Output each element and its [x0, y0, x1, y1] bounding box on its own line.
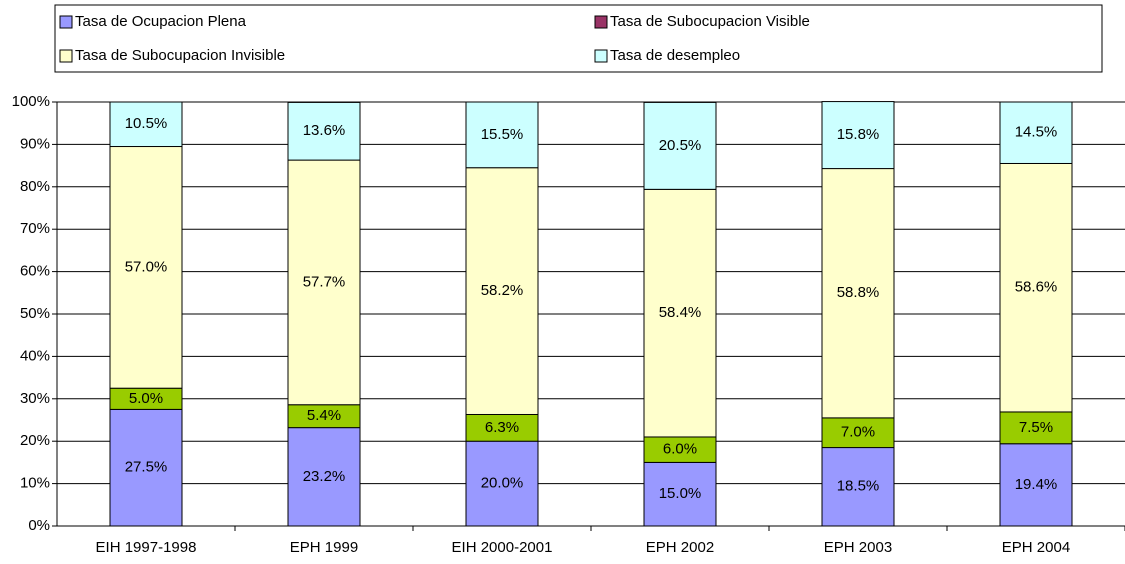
bar-segment [999, 411, 1073, 445]
data-label: 57.7% [303, 273, 346, 290]
bar-segment [109, 146, 183, 389]
y-tick-label: 100% [12, 93, 50, 110]
data-label: 18.5% [837, 478, 880, 495]
y-tick-label: 40% [20, 347, 50, 364]
x-tick-label: EPH 1999 [290, 539, 358, 556]
bar-segment [109, 101, 183, 148]
y-tick-label: 30% [20, 390, 50, 407]
y-tick-label: 70% [20, 220, 50, 237]
legend-swatch [59, 15, 73, 29]
x-tick-label: EPH 2004 [1002, 539, 1070, 556]
bar-segment [821, 447, 895, 527]
bar-segment [643, 188, 717, 438]
data-label: 15.0% [659, 485, 702, 502]
bar-segment [465, 167, 539, 415]
data-label: 27.5% [125, 459, 168, 476]
data-label: 6.0% [663, 441, 697, 458]
bar-segment [999, 101, 1073, 164]
x-tick-label: EIH 2000-2001 [452, 539, 553, 556]
bar-segment [465, 413, 539, 442]
bar-segment [287, 101, 361, 161]
y-tick-label: 90% [20, 135, 50, 152]
legend-swatch [594, 15, 608, 29]
bar-segment [109, 408, 183, 527]
bar-segment [643, 461, 717, 527]
data-label: 6.3% [485, 419, 519, 436]
legend-label: Tasa de Subocupacion Visible [610, 13, 810, 30]
data-label: 10.5% [125, 115, 168, 132]
y-tick-label: 10% [20, 475, 50, 492]
y-tick-label: 80% [20, 178, 50, 195]
y-tick-label: 50% [20, 305, 50, 322]
bar-segment [821, 101, 895, 170]
data-label: 15.5% [481, 126, 524, 143]
data-label: 58.8% [837, 284, 880, 301]
legend-label: Tasa de Subocupacion Invisible [75, 47, 285, 64]
x-tick-label: EPH 2003 [824, 539, 892, 556]
bar-segment [465, 101, 539, 169]
bar-segment [287, 427, 361, 527]
data-label: 19.4% [1015, 476, 1058, 493]
bar-segment [999, 443, 1073, 527]
data-label: 5.4% [307, 407, 341, 424]
legend-label: Tasa de desempleo [610, 47, 740, 64]
bar-segment [821, 168, 895, 419]
data-label: 13.6% [303, 122, 346, 139]
data-label: 58.4% [659, 304, 702, 321]
data-label: 20.5% [659, 137, 702, 154]
legend-box [54, 4, 1103, 73]
data-label: 14.5% [1015, 124, 1058, 141]
data-label: 57.0% [125, 258, 168, 275]
x-tick-label: EIH 1997-1998 [96, 539, 197, 556]
y-tick-label: 0% [28, 517, 50, 534]
data-label: 58.6% [1015, 279, 1058, 296]
data-label: 5.0% [129, 390, 163, 407]
y-tick-label: 60% [20, 263, 50, 280]
data-label: 7.5% [1019, 419, 1053, 436]
bar-segment [643, 101, 717, 190]
legend-label: Tasa de Ocupacion Plena [75, 13, 247, 30]
bar-segment [465, 440, 539, 527]
x-tick-label: EPH 2002 [646, 539, 714, 556]
bar-segment [287, 159, 361, 406]
legend-swatch [594, 49, 608, 63]
bar-segment [999, 162, 1073, 413]
legend-swatch [59, 49, 73, 63]
y-tick-label: 20% [20, 432, 50, 449]
data-label: 15.8% [837, 126, 880, 143]
data-label: 7.0% [841, 424, 875, 441]
bar-segment [821, 417, 895, 449]
data-label: 58.2% [481, 282, 524, 299]
data-label: 20.0% [481, 475, 524, 492]
data-label: 23.2% [303, 468, 346, 485]
